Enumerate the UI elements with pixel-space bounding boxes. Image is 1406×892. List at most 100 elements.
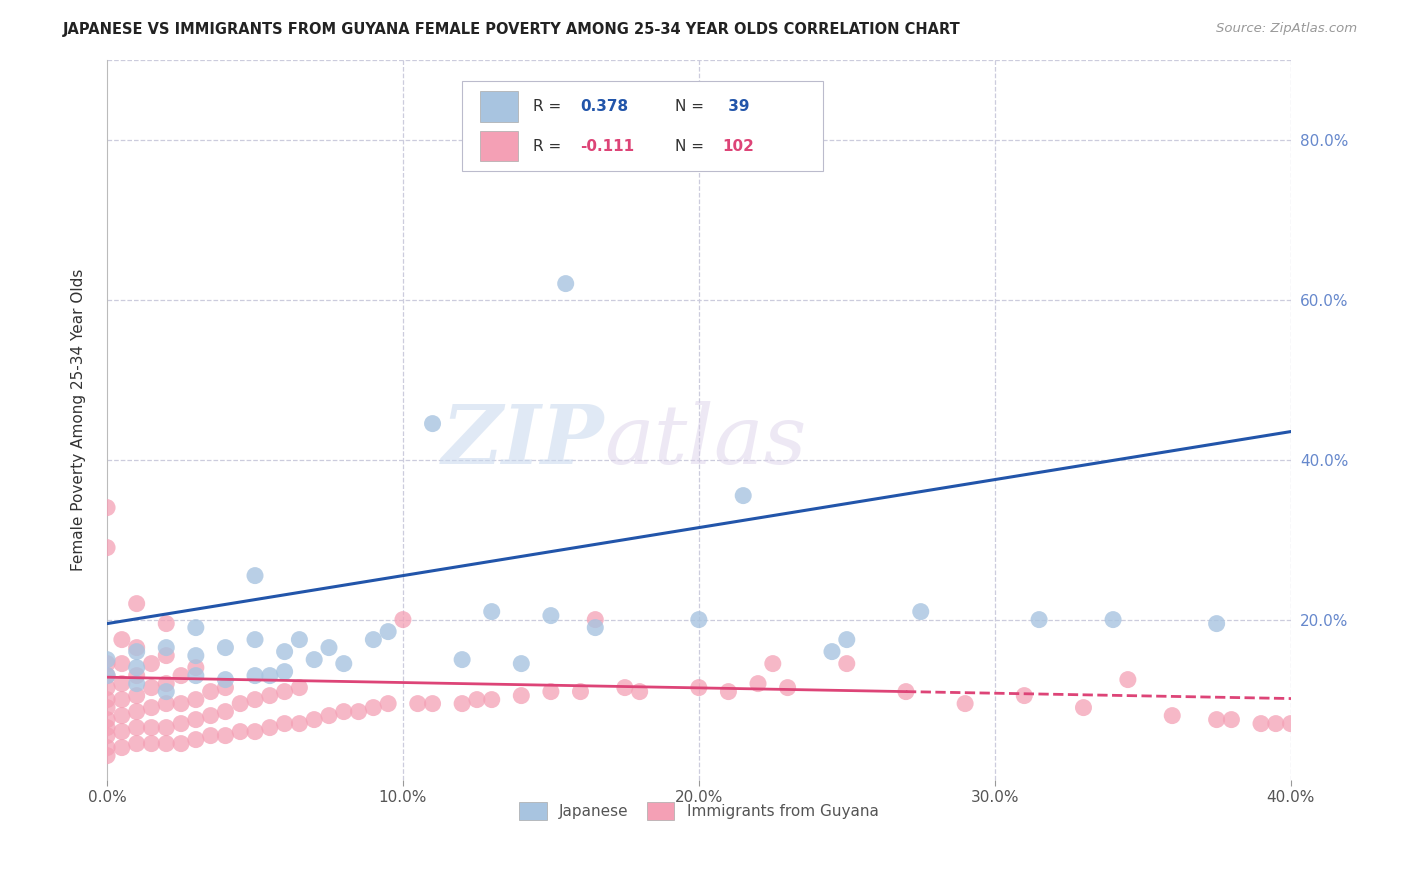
Point	[422, 417, 444, 431]
Point	[273, 684, 295, 698]
Point	[302, 713, 325, 727]
Point	[184, 692, 207, 706]
Point	[347, 705, 370, 719]
Point	[184, 732, 207, 747]
Point	[155, 676, 177, 690]
Text: 102: 102	[723, 138, 755, 153]
Y-axis label: Female Poverty Among 25-34 Year Olds: Female Poverty Among 25-34 Year Olds	[72, 268, 86, 571]
Point	[141, 737, 163, 751]
Point	[1102, 613, 1125, 627]
Point	[155, 640, 177, 655]
Point	[451, 697, 474, 711]
Point	[111, 657, 134, 671]
Point	[243, 724, 266, 739]
Point	[214, 640, 236, 655]
Point	[229, 697, 252, 711]
Point	[125, 597, 148, 611]
Point	[333, 657, 356, 671]
Point	[273, 716, 295, 731]
Point	[111, 692, 134, 706]
Point	[96, 652, 118, 666]
Point	[628, 684, 651, 698]
Point	[184, 713, 207, 727]
Point	[229, 724, 252, 739]
Point	[688, 613, 710, 627]
Point	[910, 605, 932, 619]
Point	[96, 713, 118, 727]
Point	[96, 748, 118, 763]
Point	[1161, 708, 1184, 723]
Point	[125, 640, 148, 655]
Point	[96, 657, 118, 671]
Point	[96, 668, 118, 682]
Point	[243, 668, 266, 682]
Text: N =: N =	[675, 99, 709, 114]
Point	[835, 632, 858, 647]
Point	[96, 700, 118, 714]
Point	[125, 689, 148, 703]
Point	[273, 665, 295, 679]
Point	[288, 632, 311, 647]
Point	[214, 673, 236, 687]
Point	[762, 657, 785, 671]
Point	[953, 697, 976, 711]
Point	[125, 668, 148, 682]
Point	[170, 697, 193, 711]
Point	[125, 705, 148, 719]
Point	[125, 660, 148, 674]
Point	[184, 621, 207, 635]
Point	[835, 657, 858, 671]
Text: 39: 39	[723, 99, 749, 114]
Text: -0.111: -0.111	[581, 138, 634, 153]
Point	[747, 676, 769, 690]
Text: JAPANESE VS IMMIGRANTS FROM GUYANA FEMALE POVERTY AMONG 25-34 YEAR OLDS CORRELAT: JAPANESE VS IMMIGRANTS FROM GUYANA FEMAL…	[63, 22, 962, 37]
Point	[288, 681, 311, 695]
Point	[583, 621, 606, 635]
Point	[96, 729, 118, 743]
Point	[540, 608, 562, 623]
FancyBboxPatch shape	[479, 131, 517, 161]
Point	[422, 697, 444, 711]
Point	[1028, 613, 1050, 627]
Text: atlas: atlas	[605, 401, 807, 481]
Text: R =: R =	[533, 138, 567, 153]
Point	[170, 737, 193, 751]
Point	[510, 657, 533, 671]
Point	[1279, 716, 1302, 731]
Point	[392, 613, 415, 627]
Point	[155, 737, 177, 751]
Point	[1368, 705, 1391, 719]
Point	[1354, 708, 1376, 723]
Point	[111, 708, 134, 723]
Point	[243, 632, 266, 647]
Point	[1205, 713, 1227, 727]
Point	[1264, 716, 1286, 731]
Point	[776, 681, 799, 695]
Point	[1323, 716, 1346, 731]
Point	[554, 277, 576, 291]
Text: 0.378: 0.378	[581, 99, 628, 114]
Point	[406, 697, 429, 711]
Point	[273, 644, 295, 658]
Point	[111, 632, 134, 647]
Point	[214, 705, 236, 719]
Point	[96, 740, 118, 755]
Point	[200, 708, 222, 723]
Point	[259, 689, 281, 703]
Point	[243, 568, 266, 582]
Point	[125, 737, 148, 751]
Point	[569, 684, 592, 698]
Point	[96, 721, 118, 735]
Point	[1116, 673, 1139, 687]
Point	[111, 724, 134, 739]
FancyBboxPatch shape	[463, 81, 823, 171]
Point	[184, 648, 207, 663]
Point	[302, 652, 325, 666]
Point	[318, 640, 340, 655]
Point	[1073, 700, 1095, 714]
Point	[333, 705, 356, 719]
Point	[200, 729, 222, 743]
Point	[377, 624, 399, 639]
Text: N =: N =	[675, 138, 709, 153]
Point	[717, 684, 740, 698]
